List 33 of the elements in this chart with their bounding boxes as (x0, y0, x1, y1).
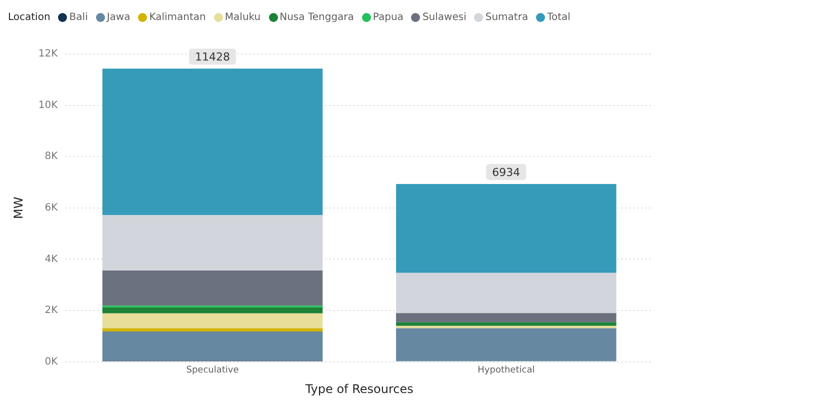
y-tick-label: 12K (38, 48, 58, 60)
y-tick-label: 10K (38, 100, 58, 111)
bar (396, 328, 616, 362)
bar (102, 328, 323, 332)
total-label: 6934 (492, 166, 520, 179)
bar (396, 313, 616, 322)
legend-label: Maluku (224, 12, 261, 22)
bar (396, 184, 616, 273)
legend-label: Sulawesi (422, 12, 466, 22)
legend-label: Total (547, 12, 570, 22)
legend-label: Sumatra (485, 12, 528, 22)
bar (102, 270, 323, 306)
y-tick-label: 8K (44, 151, 58, 162)
y-tick-label: 2K (44, 305, 58, 316)
total-label: 11428 (195, 50, 230, 64)
legend-label: Bali (69, 12, 88, 22)
legend-label: Jawa (106, 12, 130, 22)
x-tick-label: Speculative (186, 366, 240, 376)
legend-label: Nusa Tenggara (280, 12, 354, 22)
y-tick-label: 0K (44, 356, 58, 368)
bar (102, 307, 323, 314)
y-tick-label: 4K (44, 254, 58, 265)
legend-title: Location (8, 12, 50, 22)
x-axis-title: Type of Resources (304, 382, 414, 396)
legend-label: Papua (372, 12, 404, 22)
legend-label: Kalimantan (149, 12, 206, 22)
bar (102, 68, 323, 216)
x-tick-label: Hypothetical (478, 366, 535, 376)
bar (102, 313, 323, 328)
y-axis-title: MW (11, 196, 26, 220)
bar (102, 332, 323, 361)
y-tick-label: 6K (44, 202, 58, 214)
bar (396, 322, 616, 326)
